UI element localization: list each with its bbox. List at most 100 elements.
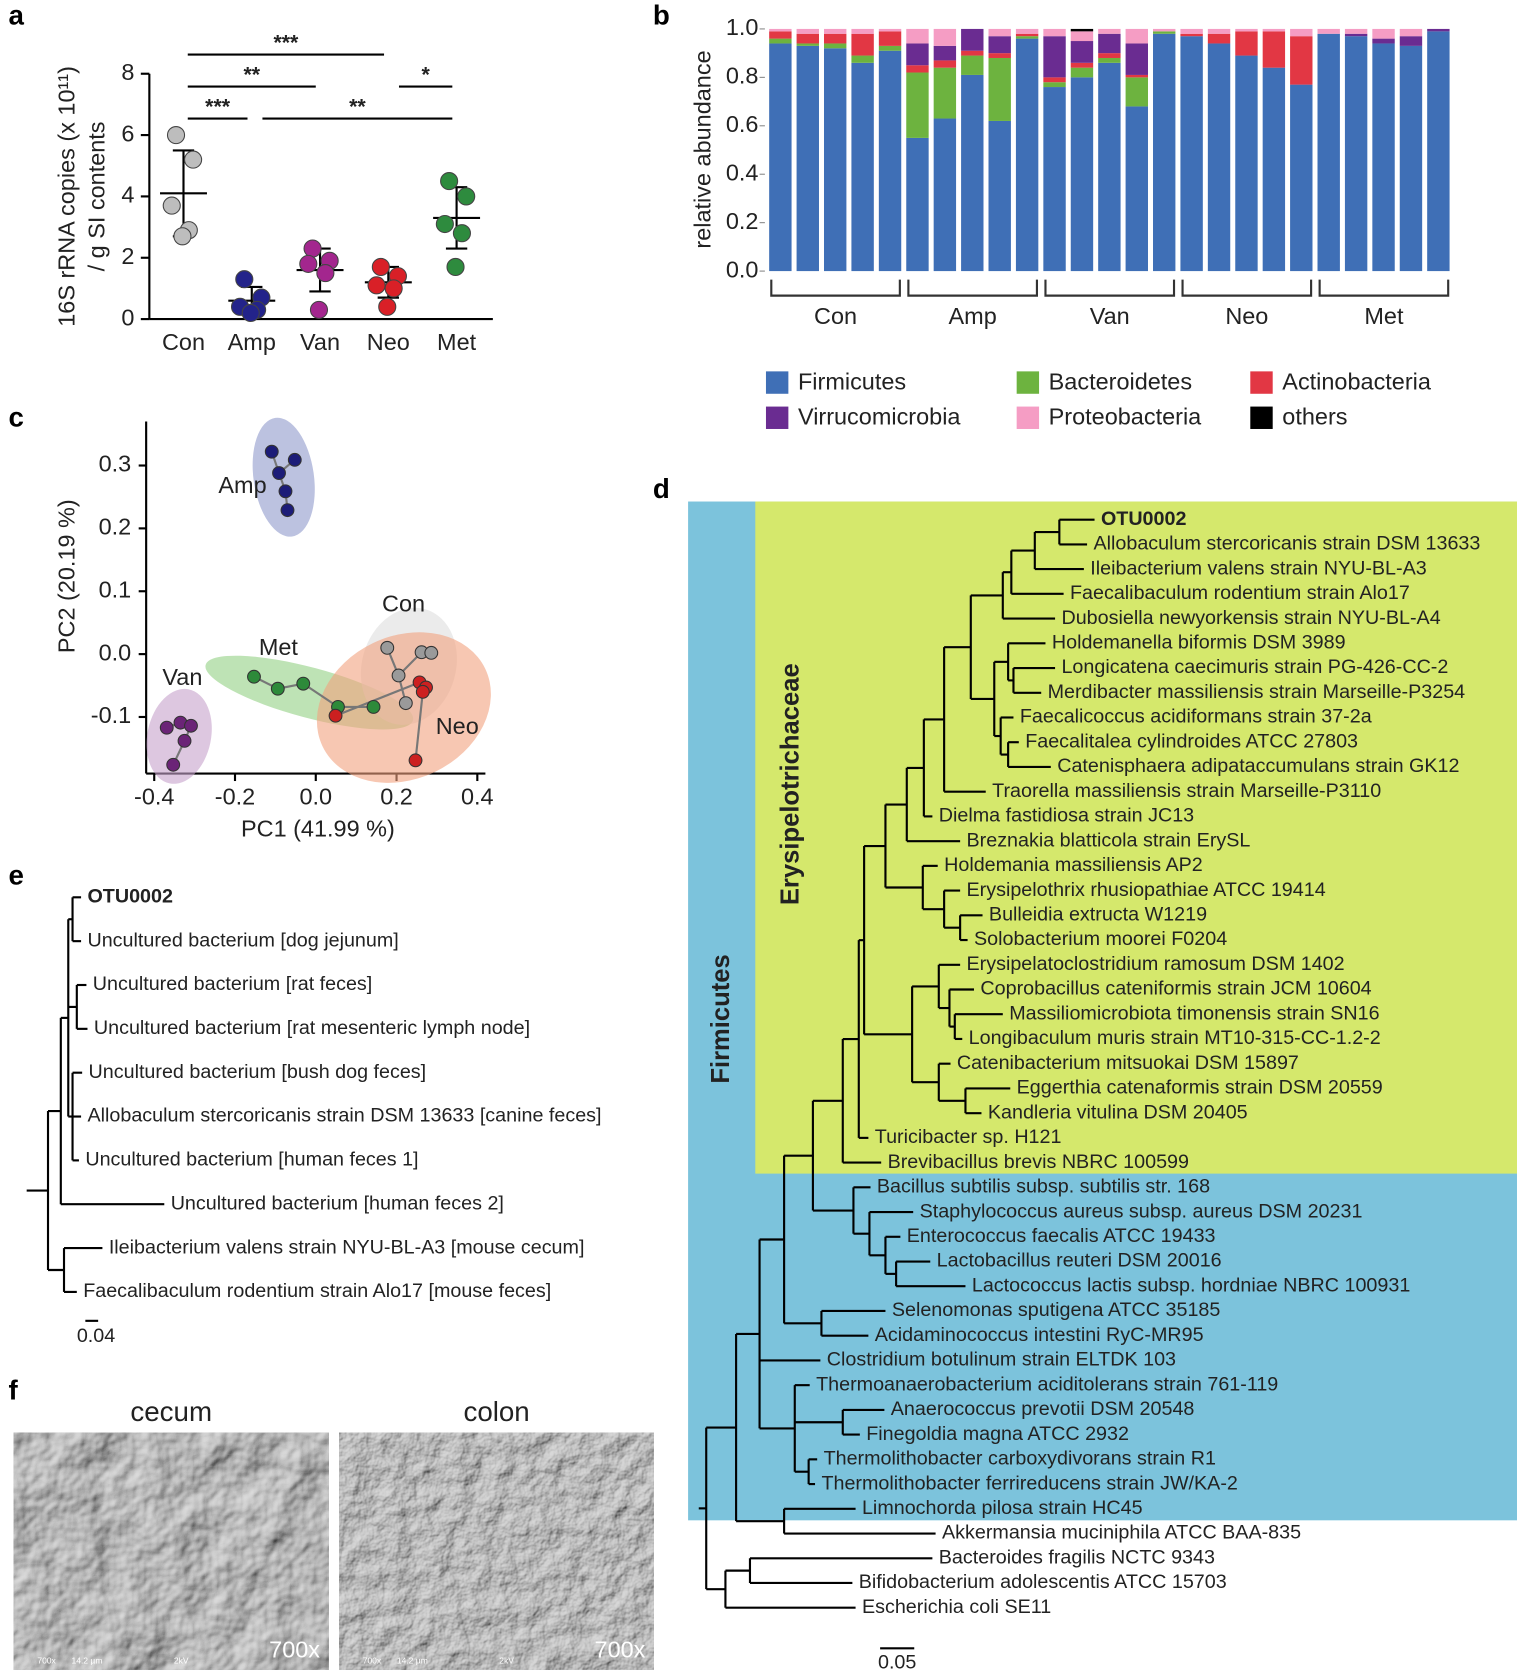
tree-leaf: Selenomonas sputigena ATCC 35185	[892, 1299, 1221, 1321]
bar-segment	[988, 57, 1011, 121]
x-tick-label: 0.4	[461, 783, 494, 809]
point	[264, 444, 279, 459]
bar-segment	[1180, 28, 1203, 34]
bar-segment	[796, 33, 819, 44]
bar-segment	[1015, 33, 1039, 37]
image-info: 2kV	[174, 1655, 189, 1665]
group-label: Con	[382, 591, 425, 617]
bar-segment	[1098, 53, 1121, 58]
tree-leaf: Staphylococcus aureus subsp. aureus DSM …	[920, 1200, 1363, 1222]
y-tick-label: 2	[121, 243, 134, 269]
legend-label: Bacteroidetes	[1049, 368, 1192, 394]
bar-segment	[769, 28, 792, 32]
tree-leaf: Uncultured bacterium [dog jejunum]	[87, 929, 398, 951]
bar-segment	[1070, 77, 1094, 272]
legend-swatch	[1016, 406, 1040, 429]
bar-segment	[796, 43, 819, 46]
tree-leaf: Uncultured bacterium [bush dog feces]	[89, 1061, 427, 1083]
bar-segment	[906, 65, 929, 73]
dot	[173, 227, 192, 246]
tree-leaf: Thermolithobacter carboxydivorans strain…	[824, 1448, 1216, 1470]
group-label: Neo	[1225, 303, 1268, 329]
point	[398, 696, 413, 711]
bar-segment	[961, 50, 984, 56]
point	[272, 466, 286, 480]
bar-segment	[796, 28, 819, 34]
tree-leaf: Finegoldia magna ATCC 2932	[866, 1423, 1129, 1445]
legend-swatch	[765, 371, 789, 394]
bar-segment	[1399, 36, 1423, 46]
point	[270, 681, 285, 696]
bar-segment	[1015, 28, 1039, 34]
point	[184, 718, 198, 733]
bar-segment	[933, 45, 957, 61]
point	[296, 676, 311, 691]
y-tick-label: 4	[121, 182, 134, 208]
x-tick-label: -0.2	[215, 783, 255, 809]
tree-leaf: Acidaminococcus intestini RyC-MR95	[875, 1324, 1204, 1346]
dot	[184, 150, 203, 169]
x-tick-label: 0.2	[380, 783, 413, 809]
bar-segment	[824, 33, 847, 44]
bar-segment	[1399, 45, 1423, 272]
bar-segment	[1372, 38, 1395, 44]
sem-image	[13, 1432, 329, 1670]
tree-leaf: Limnochorda pilosa strain HC45	[862, 1497, 1143, 1519]
dot	[303, 239, 322, 258]
tree-leaf: OTU0002	[1101, 508, 1187, 530]
bar-segment	[988, 28, 1011, 37]
tree-leaf: Brevibacillus brevis NBRC 100599	[888, 1151, 1189, 1173]
group-label: Amp	[218, 472, 266, 498]
bar-segment	[1043, 28, 1066, 37]
point	[247, 669, 261, 684]
y-tick-label: -0.1	[91, 702, 131, 728]
bar-segment	[1125, 77, 1148, 107]
bar-segment	[824, 28, 847, 34]
tree-leaf: Traorella massiliensis strain Marseille-…	[992, 780, 1381, 802]
panel-label: b	[653, 0, 670, 31]
bar-segment	[878, 45, 902, 51]
bar-segment	[851, 62, 874, 272]
dot	[235, 270, 254, 289]
significance-label: ***	[273, 31, 299, 55]
scale-label: 0.04	[77, 1325, 115, 1347]
bar-segment	[961, 55, 984, 75]
bar-segment	[1098, 62, 1121, 272]
panel-label: c	[9, 402, 24, 433]
tree-leaf: Anaerococcus prevotii DSM 20548	[891, 1398, 1195, 1420]
bar-segment	[1290, 28, 1313, 37]
significance-label: **	[349, 95, 366, 119]
dot	[316, 264, 335, 283]
group-bracket	[907, 279, 1039, 297]
tree-leaf: Merdibacter massiliensis strain Marseill…	[1048, 681, 1466, 703]
bar-segment	[1098, 33, 1121, 54]
tree-leaf: OTU0002	[87, 886, 173, 908]
tree-leaf: Bacillus subtilis subsp. subtilis str. 1…	[877, 1176, 1210, 1198]
tree-leaf: Clostridium botulinum strain ELTDK 103	[827, 1349, 1176, 1371]
bar-segment	[1317, 33, 1340, 272]
bar-segment	[1427, 31, 1450, 272]
bar-segment	[933, 60, 957, 68]
legend-label: others	[1282, 404, 1347, 430]
x-tick-label: Con	[162, 329, 205, 355]
tree-leaf: Bifidobacterium adolescentis ATCC 15703	[859, 1571, 1227, 1593]
legend-swatch	[765, 406, 789, 429]
tree-leaf: Thermolithobacter ferrireducens strain J…	[821, 1472, 1237, 1494]
dot	[367, 276, 386, 295]
bar-segment	[1098, 28, 1121, 34]
group-ellipse	[146, 688, 212, 784]
bar-segment	[824, 43, 847, 49]
tree-leaf: Erysipelothrix rhusiopathiae ATCC 19414	[967, 879, 1326, 901]
bar-segment	[1235, 31, 1258, 56]
y-tick-label: 0.2	[726, 208, 759, 234]
image-title: cecum	[130, 1396, 212, 1427]
panel-label: f	[9, 1375, 19, 1406]
group-label: Neo	[436, 713, 479, 739]
bar-segment	[1070, 41, 1094, 63]
point	[391, 668, 406, 683]
tree-leaf: Solobacterium moorei F0204	[974, 928, 1227, 950]
dot	[299, 254, 318, 273]
group-label: Con	[814, 303, 857, 329]
link	[414, 691, 424, 761]
